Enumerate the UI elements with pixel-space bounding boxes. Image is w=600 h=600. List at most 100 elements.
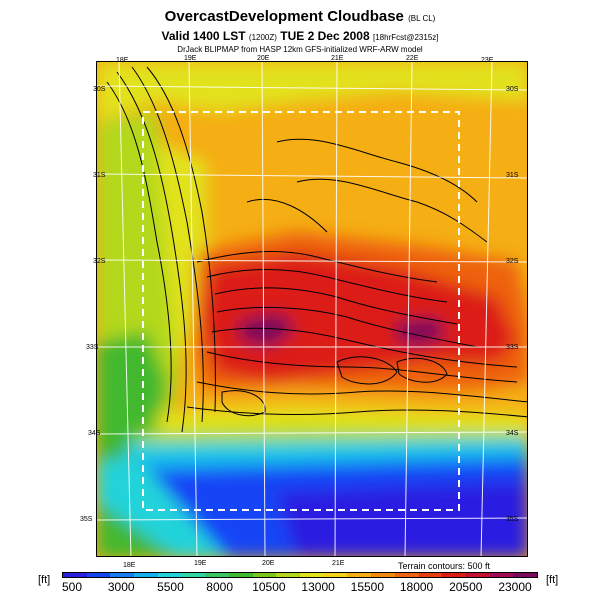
left-lat-label: 30S [93, 86, 106, 93]
map-title-suffix: (BL CL) [408, 14, 436, 23]
bottom-lon-label: 18E [123, 562, 136, 569]
terrain-contour [146, 66, 216, 413]
map-title: OvercastDevelopment Cloudbase (BL CL) [0, 8, 600, 25]
parallel-34s [97, 431, 527, 435]
colorbar-swatch [276, 573, 301, 577]
lat-lon-grid [97, 62, 527, 556]
meridian-22e [404, 62, 413, 556]
terrain-contour [336, 356, 398, 385]
colorbar-labels: 500 3000 5500 8000 10500 13000 15500 18000 20500… [0, 580, 600, 596]
terrain-contour [246, 198, 328, 233]
colorbar-label: 13000 [301, 580, 335, 594]
field-red-core [202, 252, 517, 382]
colorbar-label: 8000 [206, 580, 234, 594]
terrain-contour [186, 406, 527, 418]
parallel-35s [97, 517, 527, 521]
top-lon-label: 19E [184, 55, 197, 62]
bottom-lon-label: 21E [332, 560, 345, 567]
colorbar-swatch [252, 573, 277, 577]
colorbar-swatch [110, 573, 135, 577]
colorbar-swatch [371, 573, 395, 577]
terrain-contour [196, 381, 527, 403]
top-lon-label: 23E [481, 57, 494, 64]
meridian-18e [118, 62, 132, 556]
inner-domain-box [142, 111, 460, 511]
left-lat-label: 35S [80, 516, 93, 523]
colorbar-label: 500 [61, 580, 83, 594]
top-lon-label: 18E [116, 57, 129, 64]
colorbar-swatch [323, 573, 348, 577]
meridian-21e [334, 62, 338, 556]
valid-time-line: Valid 1400 LST (1200Z) TUE 2 Dec 2008 [1… [0, 29, 600, 43]
meridian-19e [188, 62, 198, 556]
colorbar-label: 15500 [350, 580, 385, 594]
colorbar-swatch [63, 573, 87, 577]
terrain-contour [296, 178, 488, 243]
valid-time-code: (1200Z) [248, 33, 277, 42]
model-credit: DrJack BLIPMAP from HASP 12km GFS-initia… [177, 45, 423, 54]
colorbar-swatch [181, 573, 206, 577]
valid-time: Valid 1400 LST [161, 29, 246, 43]
field-purple-patch-2 [397, 317, 447, 347]
colorbar-swatch [205, 573, 229, 577]
colorbar-swatch [86, 573, 111, 577]
terrain-contour [216, 306, 478, 348]
colorbar-swatch [513, 573, 538, 577]
meridian-23e [480, 62, 493, 556]
colorbar-label: 10500 [252, 580, 286, 594]
colorbar-swatch [228, 573, 253, 577]
terrain-contour [206, 269, 448, 303]
colorbar-label: 5500 [157, 580, 184, 594]
terrain-contour [131, 66, 204, 423]
terrain-contour [276, 138, 478, 203]
forecast-map-svg [97, 62, 527, 556]
colorbar [62, 572, 538, 578]
meridian-20e [261, 62, 266, 556]
colorbar-swatch [347, 573, 372, 577]
colorbar-label: 23000 [498, 580, 532, 594]
terrain-contour [106, 81, 172, 423]
field-deepblue-ocean [277, 482, 527, 556]
top-lon-label: 21E [331, 55, 344, 62]
colorbar-unit-right: [ft] [546, 574, 559, 586]
colorbar-label: 18000 [399, 580, 434, 594]
colorbar-swatch [418, 573, 443, 577]
terrain-contour [221, 390, 266, 417]
terrain-contour [214, 287, 458, 325]
left-lat-label: 32S [93, 258, 106, 265]
field-yellow-top [97, 62, 527, 122]
right-lat-label: 32S [506, 258, 519, 265]
right-lat-label: 34S [506, 430, 519, 437]
right-lat-label: 35S [506, 516, 519, 523]
bottom-lon-label: 20E [262, 560, 275, 567]
colorbar-swatch [442, 573, 466, 577]
colorbar-swatch [465, 573, 490, 577]
colorbar-swatch [157, 573, 182, 577]
left-lat-label: 33S [86, 344, 99, 351]
parallel-31s [97, 173, 527, 179]
bottom-lon-label: 19E [194, 560, 207, 567]
top-lon-label: 20E [257, 55, 270, 62]
colorbar-swatch [394, 573, 419, 577]
right-lat-label: 30S [506, 86, 519, 93]
colorbar-swatch [300, 573, 324, 577]
forecast-map [96, 61, 528, 557]
terrain-contour [206, 351, 518, 383]
parallel-30s [97, 85, 527, 91]
left-lat-label: 34S [88, 430, 101, 437]
map-title-main: OvercastDevelopment Cloudbase [164, 8, 404, 25]
terrain-contours-note: Terrain contours: 500 ft [398, 561, 491, 571]
colorbar-swatch [134, 573, 158, 577]
left-lat-label: 31S [93, 172, 106, 179]
colorbar-unit-left: [ft] [38, 574, 51, 586]
right-lat-label: 33S [506, 344, 519, 351]
colorbar-label: 20500 [449, 580, 483, 594]
terrain-contour [211, 327, 518, 368]
terrain-contours [106, 66, 527, 433]
valid-date: TUE 2 Dec 2008 [280, 29, 370, 43]
colorbar-swatch [489, 573, 514, 577]
top-lon-label: 22E [406, 55, 419, 62]
terrain-contour [196, 251, 438, 283]
field-purple-patch-1 [237, 312, 297, 347]
